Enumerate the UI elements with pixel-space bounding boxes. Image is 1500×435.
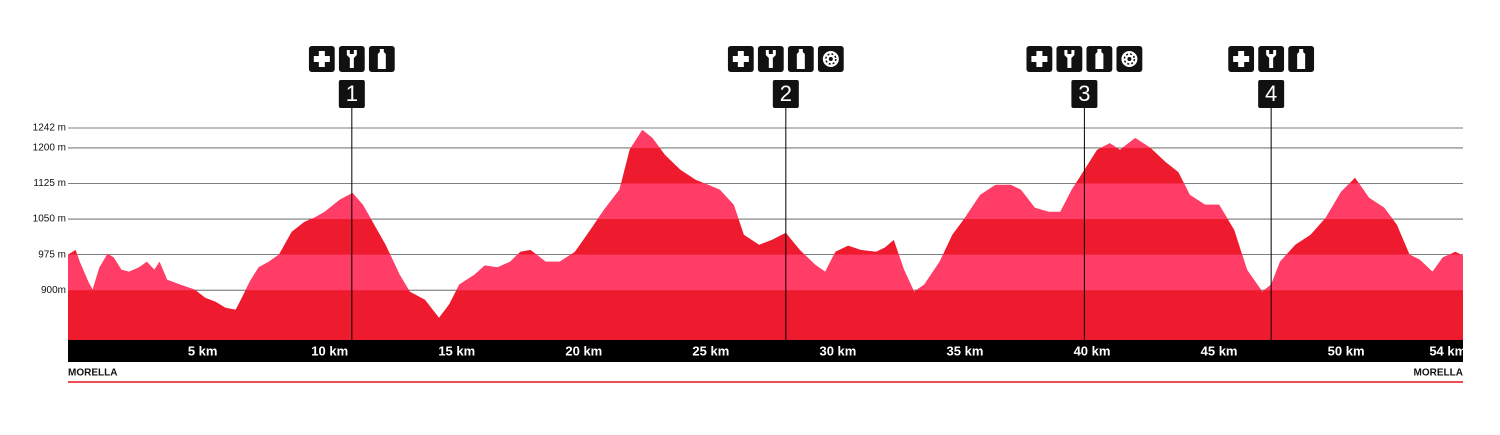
x-tick-label: 30 km bbox=[819, 343, 856, 358]
y-tick-label: 900m bbox=[41, 285, 66, 296]
end-label: MORELLA bbox=[1414, 368, 1463, 379]
x-tick-label: 35 km bbox=[947, 343, 984, 358]
band bbox=[68, 129, 1463, 148]
x-tick-label: 25 km bbox=[692, 343, 729, 358]
x-axis-bar bbox=[68, 340, 1463, 362]
station-icons bbox=[1228, 46, 1315, 72]
y-tick-label: 1242 m bbox=[33, 123, 66, 134]
x-tick-label: 54 km bbox=[1429, 343, 1466, 358]
band bbox=[68, 129, 1463, 340]
x-tick-label: 40 km bbox=[1074, 343, 1111, 358]
station-box bbox=[772, 80, 799, 108]
x-tick-label: 45 km bbox=[1201, 343, 1238, 358]
area-bands bbox=[68, 129, 1463, 340]
band bbox=[68, 254, 1463, 291]
station-box bbox=[338, 80, 365, 108]
band bbox=[68, 183, 1463, 220]
station-icons bbox=[1026, 46, 1143, 72]
x-axis: 5 km 10 km 15 km 20 km 25 km 30 km 35 km 40 km 4… bbox=[188, 343, 1466, 358]
y-tick-label: 1125 m bbox=[33, 178, 66, 189]
x-tick-label: 10 km bbox=[311, 343, 348, 358]
y-tick-label: 1050 m bbox=[33, 214, 66, 225]
y-tick-label: 1200 m bbox=[33, 143, 66, 154]
station-box bbox=[1258, 80, 1285, 108]
x-tick-label: 5 km bbox=[188, 343, 218, 358]
y-tick-label: 975 m bbox=[38, 249, 66, 260]
station-icons bbox=[727, 46, 844, 72]
x-tick-label: 20 km bbox=[565, 343, 602, 358]
x-tick-label: 15 km bbox=[438, 343, 475, 358]
station-number: 1 bbox=[346, 81, 358, 106]
station-number: 3 bbox=[1078, 81, 1090, 106]
station-box bbox=[1071, 80, 1098, 108]
x-tick-label: 50 km bbox=[1328, 343, 1365, 358]
station-icons bbox=[308, 46, 395, 72]
station-number: 4 bbox=[1265, 81, 1277, 106]
stations: 1 2 3 4 bbox=[308, 46, 1315, 340]
start-label: MORELLA bbox=[68, 368, 117, 379]
station-number: 2 bbox=[780, 81, 792, 106]
